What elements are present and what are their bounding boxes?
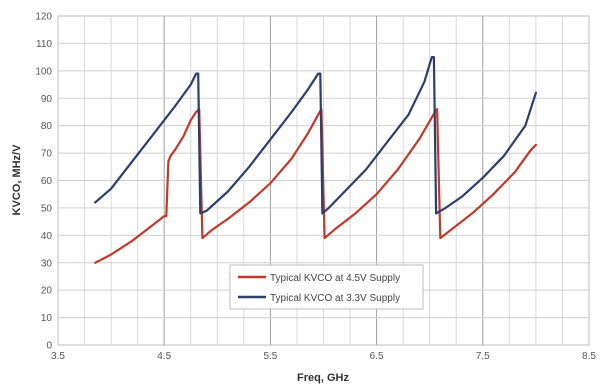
series-line-4-5v — [94, 108, 537, 264]
y-tick-labels: 0 10 20 30 40 50 60 70 80 90 100 110 120 — [35, 12, 52, 352]
y-tick-label: 80 — [41, 121, 53, 132]
y-axis-title: KVCO, MHz/V — [11, 144, 23, 216]
y-tick-label: 110 — [36, 39, 52, 50]
x-tick-label: 7.5 — [476, 351, 490, 362]
y-tick-label: 20 — [41, 286, 53, 297]
y-tick-label: 120 — [35, 12, 52, 23]
y-tick-label: 10 — [41, 313, 53, 324]
x-axis-title: Freq, GHz — [297, 372, 349, 384]
y-tick-label: 50 — [41, 203, 53, 214]
legend-box — [229, 264, 424, 310]
x-tick-label: 4.5 — [157, 351, 171, 362]
legend-label-4-5v: Typical KVCO at 4.5V Supply — [270, 273, 400, 284]
series-lines — [94, 56, 537, 264]
legend: Typical KVCO at 4.5V Supply Typical KVCO… — [229, 264, 424, 310]
legend-label-3-3v: Typical KVCO at 3.3V Supply — [270, 293, 400, 304]
y-tick-label: 0 — [46, 341, 52, 352]
y-tick-label: 100 — [35, 66, 52, 77]
x-tick-labels: 3.5 4.5 5.5 6.5 7.5 8.5 — [51, 351, 596, 362]
y-tick-label: 90 — [41, 94, 53, 105]
x-tick-label: 3.5 — [51, 351, 65, 362]
y-tick-label: 60 — [41, 176, 53, 187]
x-tick-label: 6.5 — [370, 351, 384, 362]
x-tick-label: 5.5 — [263, 351, 277, 362]
y-tick-label: 70 — [41, 149, 53, 160]
y-tick-label: 30 — [41, 258, 53, 269]
x-tick-label: 8.5 — [582, 351, 596, 362]
series-line-3-3v — [94, 56, 537, 215]
y-tick-label: 40 — [41, 231, 53, 242]
